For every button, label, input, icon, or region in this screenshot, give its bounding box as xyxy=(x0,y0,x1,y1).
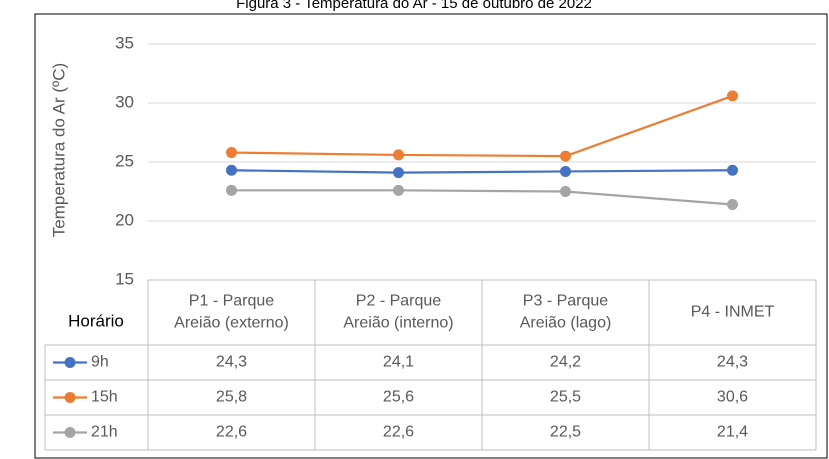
table-cell: 22,6 xyxy=(216,424,247,441)
data-point xyxy=(727,164,738,176)
category-label: Areião (externo) xyxy=(174,315,289,332)
category-label: Areião (interno) xyxy=(343,315,453,332)
table-cell: 30,6 xyxy=(717,389,748,406)
legend-label: 21h xyxy=(91,424,118,441)
y-axis-label: Temperatura do Ar (ºC) xyxy=(49,63,68,237)
legend-key-marker xyxy=(64,427,76,438)
series-line xyxy=(231,189,733,206)
category-label: Areião (lago) xyxy=(520,315,612,332)
data-point xyxy=(560,165,571,177)
table-cell: 22,6 xyxy=(383,424,414,441)
series-line xyxy=(231,94,733,158)
table-cell: 24,2 xyxy=(550,354,581,371)
y-tick-label: 30 xyxy=(115,92,134,111)
table-cell: 24,3 xyxy=(216,354,247,371)
y-tick-label: 15 xyxy=(115,269,134,288)
table-cell: 24,3 xyxy=(717,354,748,371)
table-cell: 25,6 xyxy=(383,389,414,406)
data-point xyxy=(226,164,237,176)
chart-title: Figura 3 - Temperatura do Ar - 15 de out… xyxy=(236,0,592,12)
y-tick-label: 20 xyxy=(115,210,134,229)
data-point xyxy=(226,147,237,159)
legend-key-marker xyxy=(64,357,76,368)
category-label: P2 - Parque xyxy=(356,293,441,310)
category-label: P4 - INMET xyxy=(691,304,775,321)
table-cell: 24,1 xyxy=(383,354,414,371)
y-tick-label: 35 xyxy=(115,33,134,52)
data-point xyxy=(560,150,571,162)
table-cell: 21,4 xyxy=(717,424,748,441)
y-tick-label: 25 xyxy=(115,151,134,170)
legend-label: 15h xyxy=(91,389,118,406)
legend-key-marker xyxy=(64,392,76,403)
chart-border xyxy=(34,13,828,459)
data-point xyxy=(727,198,738,210)
table-cell: 22,5 xyxy=(550,424,581,441)
data-point xyxy=(226,184,237,196)
data-point xyxy=(560,186,571,197)
data-point xyxy=(727,90,738,102)
category-label: P1 - Parque xyxy=(189,293,274,310)
data-point xyxy=(393,167,404,179)
series-line xyxy=(231,169,733,174)
table-header: Horário xyxy=(68,311,124,330)
table-cell: 25,8 xyxy=(216,389,247,406)
data-point xyxy=(393,149,404,161)
data-point xyxy=(393,184,404,196)
legend-label: 9h xyxy=(91,354,109,371)
table-cell: 25,5 xyxy=(550,389,581,406)
category-label: P3 - Parque xyxy=(523,293,608,310)
